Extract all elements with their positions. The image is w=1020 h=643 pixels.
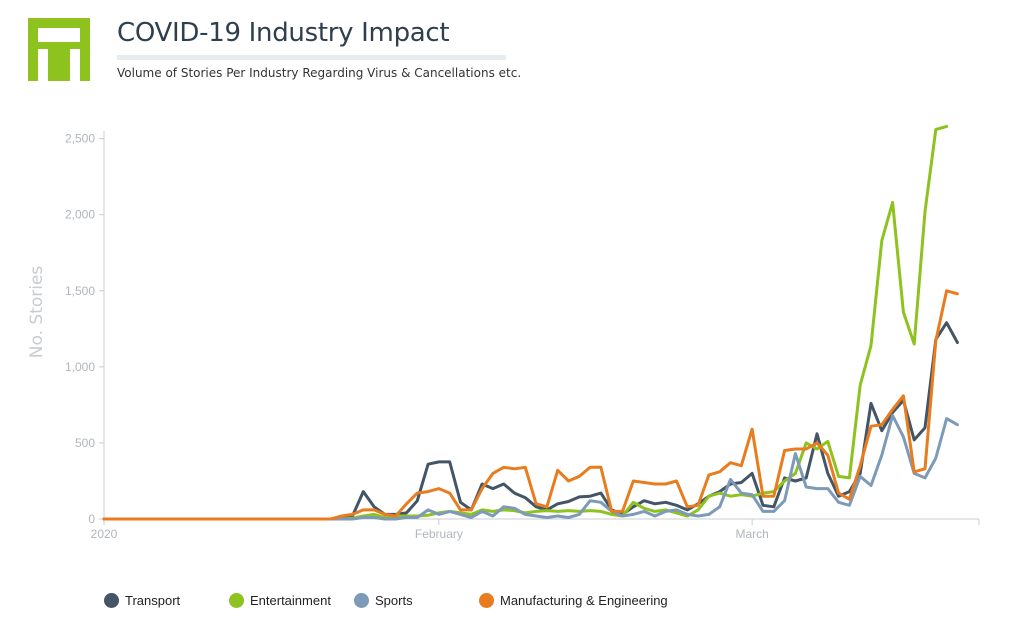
y-tick-label: 2,500 [65,132,95,146]
page-title: COVID-19 Industry Impact [117,18,450,48]
legend-label: Entertainment [250,593,331,608]
page-subtitle: Volume of Stories Per Industry Regarding… [117,66,522,80]
chart-axes [103,131,979,520]
x-tick-label: February [415,527,463,541]
legend-dot-icon [354,593,369,608]
legend-item[interactable]: Transport [104,593,180,608]
legend-dot-icon [104,593,119,608]
series-line-entertainment [102,124,949,521]
y-tick-label: 500 [75,436,95,450]
legend-item[interactable]: Manufacturing & Engineering [479,593,668,608]
legend-item[interactable]: Entertainment [229,593,331,608]
chart-legend: Transport Entertainment Sports Manufacturin… [104,593,804,613]
legend-label: Manufacturing & Engineering [500,593,668,608]
legend-dot-icon [479,593,494,608]
legend-label: Sports [375,593,413,608]
legend-dot-icon [229,593,244,608]
logo-icon [28,18,90,81]
chart-series [102,124,959,521]
y-tick-label: 2,000 [65,208,95,222]
legend-label: Transport [125,593,181,608]
x-tick-label: March [735,527,768,541]
x-tick-label: 2020 [91,527,118,541]
series-line-manufacturing-engineering [102,289,959,521]
y-tick-label: 0 [88,512,95,526]
y-axis-label: No. Stories [27,266,47,359]
y-tick-label: 1,000 [65,360,95,374]
legend-item[interactable]: Sports [354,593,413,608]
chart-ticks: 0 500 1,000 1,500 2,000 2,500 2020 February Marc… [65,132,980,541]
title-divider [117,55,506,60]
y-tick-label: 1,500 [65,284,95,298]
